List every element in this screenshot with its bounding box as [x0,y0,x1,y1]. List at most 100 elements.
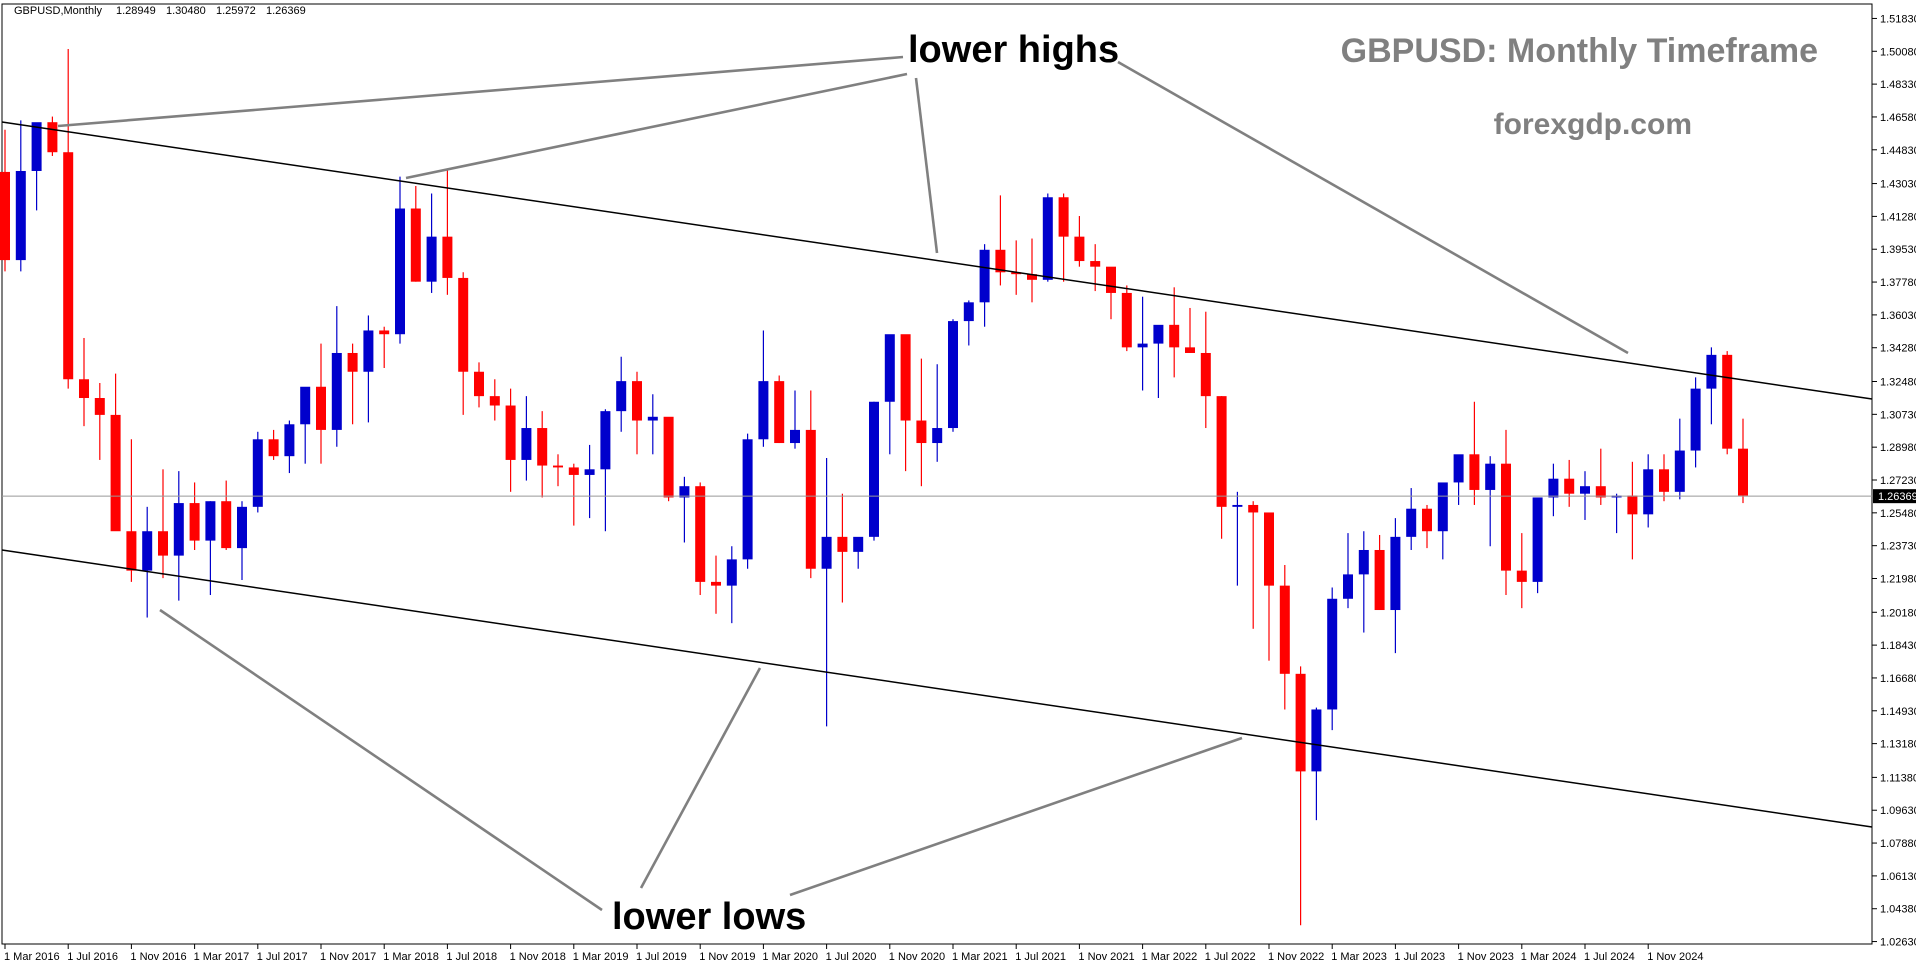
candle-body [663,416,674,498]
x-tick-label: 1 Mar 2023 [1331,951,1387,963]
annotation-lower-highs: lower highs [908,29,1119,71]
candle-body [142,531,153,571]
candle-body [1374,549,1385,611]
candle-body [1027,274,1037,280]
low-value: 1.25972 [216,5,256,17]
candle-body [1153,324,1164,344]
candle-body [379,330,390,335]
candle-body [1516,570,1527,582]
chart-frame [1,3,1873,945]
candle-body [647,416,658,421]
candle-body [742,439,753,560]
candle-body [726,559,737,586]
candle-body [632,381,642,421]
candle-body [884,334,895,402]
candle-body [758,381,769,440]
candle-body [1406,508,1417,537]
candle-body [979,249,990,303]
candle-body [505,405,516,460]
candle-body [1453,454,1464,483]
candle-body [0,171,10,261]
candle-body [1216,396,1227,507]
open-value: 1.28949 [116,5,156,17]
candle-body [1659,469,1669,492]
candle-body [774,381,785,444]
y-tick-label: 1.23730 [1880,541,1916,553]
y-tick-label: 1.48330 [1880,79,1916,91]
x-tick-label: 1 Mar 2021 [952,951,1008,963]
candle-body [410,208,421,282]
candle-body [1390,536,1401,611]
candle-body [221,501,232,549]
candle-body [1011,272,1022,275]
candle-body [1137,343,1148,348]
y-tick-label: 1.27230 [1880,475,1916,487]
trendlines-group [1,121,1873,828]
pointer-line [57,55,904,128]
candle-body [395,208,405,335]
y-tick-label: 1.30730 [1880,409,1916,421]
pointer-line [1117,60,1629,355]
x-tick-label: 1 Mar 2017 [194,951,250,963]
upper-trendline [1,121,1873,400]
candle-body [268,439,279,457]
y-tick-label: 1.06130 [1880,871,1916,883]
x-tick-label: 1 Mar 2016 [4,951,60,963]
candle-body [679,486,690,498]
candle-body [1532,497,1543,582]
candle-body [1674,450,1685,492]
candle-body [458,277,469,372]
current-price-label: 1.26369 [1878,491,1916,503]
candle-body [347,352,358,372]
candle-body [1643,469,1654,515]
candle-body [584,469,595,475]
y-tick-label: 1.02630 [1880,937,1916,949]
candle-body [47,122,58,153]
y-tick-label: 1.37780 [1880,277,1916,289]
y-tick-label: 1.04380 [1880,904,1916,916]
y-tick-label: 1.13180 [1880,739,1916,751]
candle-body [1232,504,1243,507]
candle-body [1437,482,1448,532]
y-tick-label: 1.51830 [1880,13,1916,25]
candle-body [94,398,105,415]
y-tick-label: 1.39530 [1880,244,1916,256]
symbol-label: GBPUSD,Monthly [14,5,103,17]
y-tick-label: 1.18430 [1880,640,1916,652]
plot-border [1,3,1873,945]
x-tick-label: 1 Nov 2020 [889,951,945,963]
current-price-box [1873,489,1916,504]
candle-body [1295,673,1306,772]
y-tick-label: 1.41280 [1880,211,1916,223]
candle-body [948,321,958,429]
y-tick-label: 1.36030 [1880,310,1916,322]
y-tick-label: 1.28980 [1880,442,1916,454]
candle-body [932,428,943,444]
candle-body [1185,347,1195,353]
candle-body [1422,508,1432,532]
candle-body [837,536,848,552]
candle-body [300,386,311,425]
y-tick-label: 1.46580 [1880,112,1916,124]
x-tick-label: 1 Jul 2020 [826,951,877,963]
candle-body [1343,574,1353,599]
y-tick-label: 1.09630 [1880,805,1916,817]
candle-body [963,302,974,322]
candle-body [1706,354,1717,389]
candle-body [1485,463,1496,490]
candle-body [1627,495,1638,515]
candle-body [1311,709,1322,772]
candle-body [537,428,548,466]
pointer-line [914,77,939,254]
candle-body [821,536,832,569]
y-axis: 1.51830 1.50080 1.48330 1.46580 1.44830 1.430… [1872,13,1916,949]
x-tick-label: 1 Nov 2024 [1647,951,1703,963]
candle-body [600,411,611,470]
y-tick-label: 1.16680 [1880,673,1916,685]
candle-body [1169,324,1180,348]
candle-body [173,503,184,556]
y-tick-label: 1.43030 [1880,179,1916,191]
y-tick-label: 1.44830 [1880,145,1916,157]
